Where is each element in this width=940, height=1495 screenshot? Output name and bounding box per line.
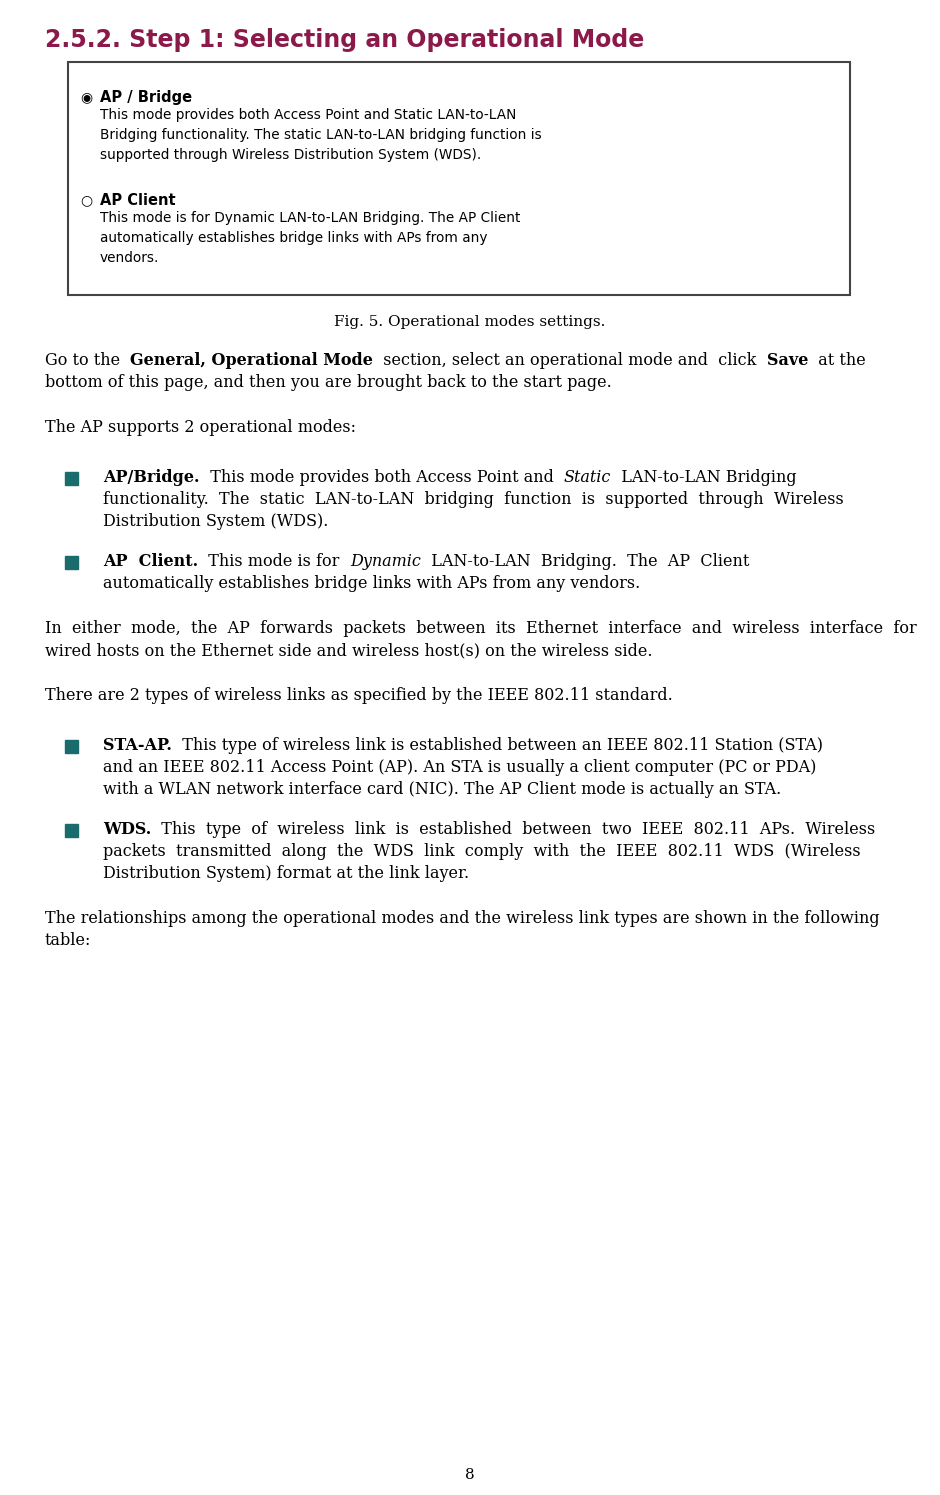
Text: There are 2 types of wireless links as specified by the IEEE 802.11 standard.: There are 2 types of wireless links as s…: [45, 688, 673, 704]
Bar: [65, 556, 78, 570]
Text: functionality.  The  static  LAN-to-LAN  bridging  function  is  supported  thro: functionality. The static LAN-to-LAN bri…: [103, 490, 844, 508]
Text: 2.5.2. Step 1: Selecting an Operational Mode: 2.5.2. Step 1: Selecting an Operational …: [45, 28, 644, 52]
Text: WDS.: WDS.: [103, 821, 151, 839]
Text: ◉: ◉: [80, 90, 92, 105]
Bar: [65, 824, 78, 837]
Bar: [65, 740, 78, 753]
Bar: [65, 472, 78, 484]
Text: AP Client: AP Client: [100, 193, 176, 208]
Text: This mode provides both Access Point and: This mode provides both Access Point and: [199, 469, 564, 486]
Text: STA-AP.: STA-AP.: [103, 737, 172, 753]
Text: AP/Bridge.: AP/Bridge.: [103, 469, 199, 486]
Text: and an IEEE 802.11 Access Point (AP). An STA is usually a client computer (PC or: and an IEEE 802.11 Access Point (AP). An…: [103, 759, 816, 776]
Text: This mode provides both Access Point and Static LAN-to-LAN
Bridging functionalit: This mode provides both Access Point and…: [100, 108, 541, 161]
Text: This mode is for: This mode is for: [198, 553, 350, 570]
Text: packets  transmitted  along  the  WDS  link  comply  with  the  IEEE  802.11  WD: packets transmitted along the WDS link c…: [103, 843, 861, 860]
Text: This mode is for Dynamic LAN-to-LAN Bridging. The AP Client
automatically establ: This mode is for Dynamic LAN-to-LAN Brid…: [100, 211, 521, 265]
Text: LAN-to-LAN Bridging: LAN-to-LAN Bridging: [611, 469, 796, 486]
Text: automatically establishes bridge links with APs from any vendors.: automatically establishes bridge links w…: [103, 576, 640, 592]
Text: wired hosts on the Ethernet side and wireless host(s) on the wireless side.: wired hosts on the Ethernet side and wir…: [45, 641, 652, 659]
Text: Save: Save: [767, 351, 808, 369]
Text: LAN-to-LAN  Bridging.  The  AP  Client: LAN-to-LAN Bridging. The AP Client: [420, 553, 749, 570]
Text: This  type  of  wireless  link  is  established  between  two  IEEE  802.11  APs: This type of wireless link is establishe…: [151, 821, 875, 839]
Text: Static: Static: [564, 469, 611, 486]
Text: table:: table:: [45, 931, 91, 949]
Text: The AP supports 2 operational modes:: The AP supports 2 operational modes:: [45, 419, 356, 437]
Text: Distribution System (WDS).: Distribution System (WDS).: [103, 513, 328, 531]
Bar: [68, 61, 850, 295]
Text: This type of wireless link is established between an IEEE 802.11 Station (STA): This type of wireless link is establishe…: [172, 737, 822, 753]
Text: section, select an operational mode and  click: section, select an operational mode and …: [373, 351, 767, 369]
Text: at the: at the: [808, 351, 866, 369]
Text: ○: ○: [80, 193, 92, 206]
Text: AP / Bridge: AP / Bridge: [100, 90, 192, 105]
Text: Dynamic: Dynamic: [350, 553, 420, 570]
Text: Distribution System) format at the link layer.: Distribution System) format at the link …: [103, 866, 469, 882]
Text: with a WLAN ne​twork interface card (NIC). The AP Client mode is actually an STA: with a WLAN ne​twork interface card (NIC…: [103, 780, 781, 798]
Text: 8: 8: [465, 1468, 475, 1482]
Text: In  either  mode,  the  AP  forwards  packets  between  its  Ethernet  interface: In either mode, the AP forwards packets …: [45, 620, 916, 637]
Text: bottom of this page, and then you are brought back to the start page.: bottom of this page, and then you are br…: [45, 374, 612, 392]
Text: Fig. 5. Operational modes settings.: Fig. 5. Operational modes settings.: [335, 315, 605, 329]
Text: General, Operational Mode: General, Operational Mode: [131, 351, 373, 369]
Text: Go to the: Go to the: [45, 351, 131, 369]
Text: The relationships among the operational modes and the wireless link types are sh: The relationships among the operational …: [45, 910, 880, 927]
Text: AP  Client.: AP Client.: [103, 553, 198, 570]
